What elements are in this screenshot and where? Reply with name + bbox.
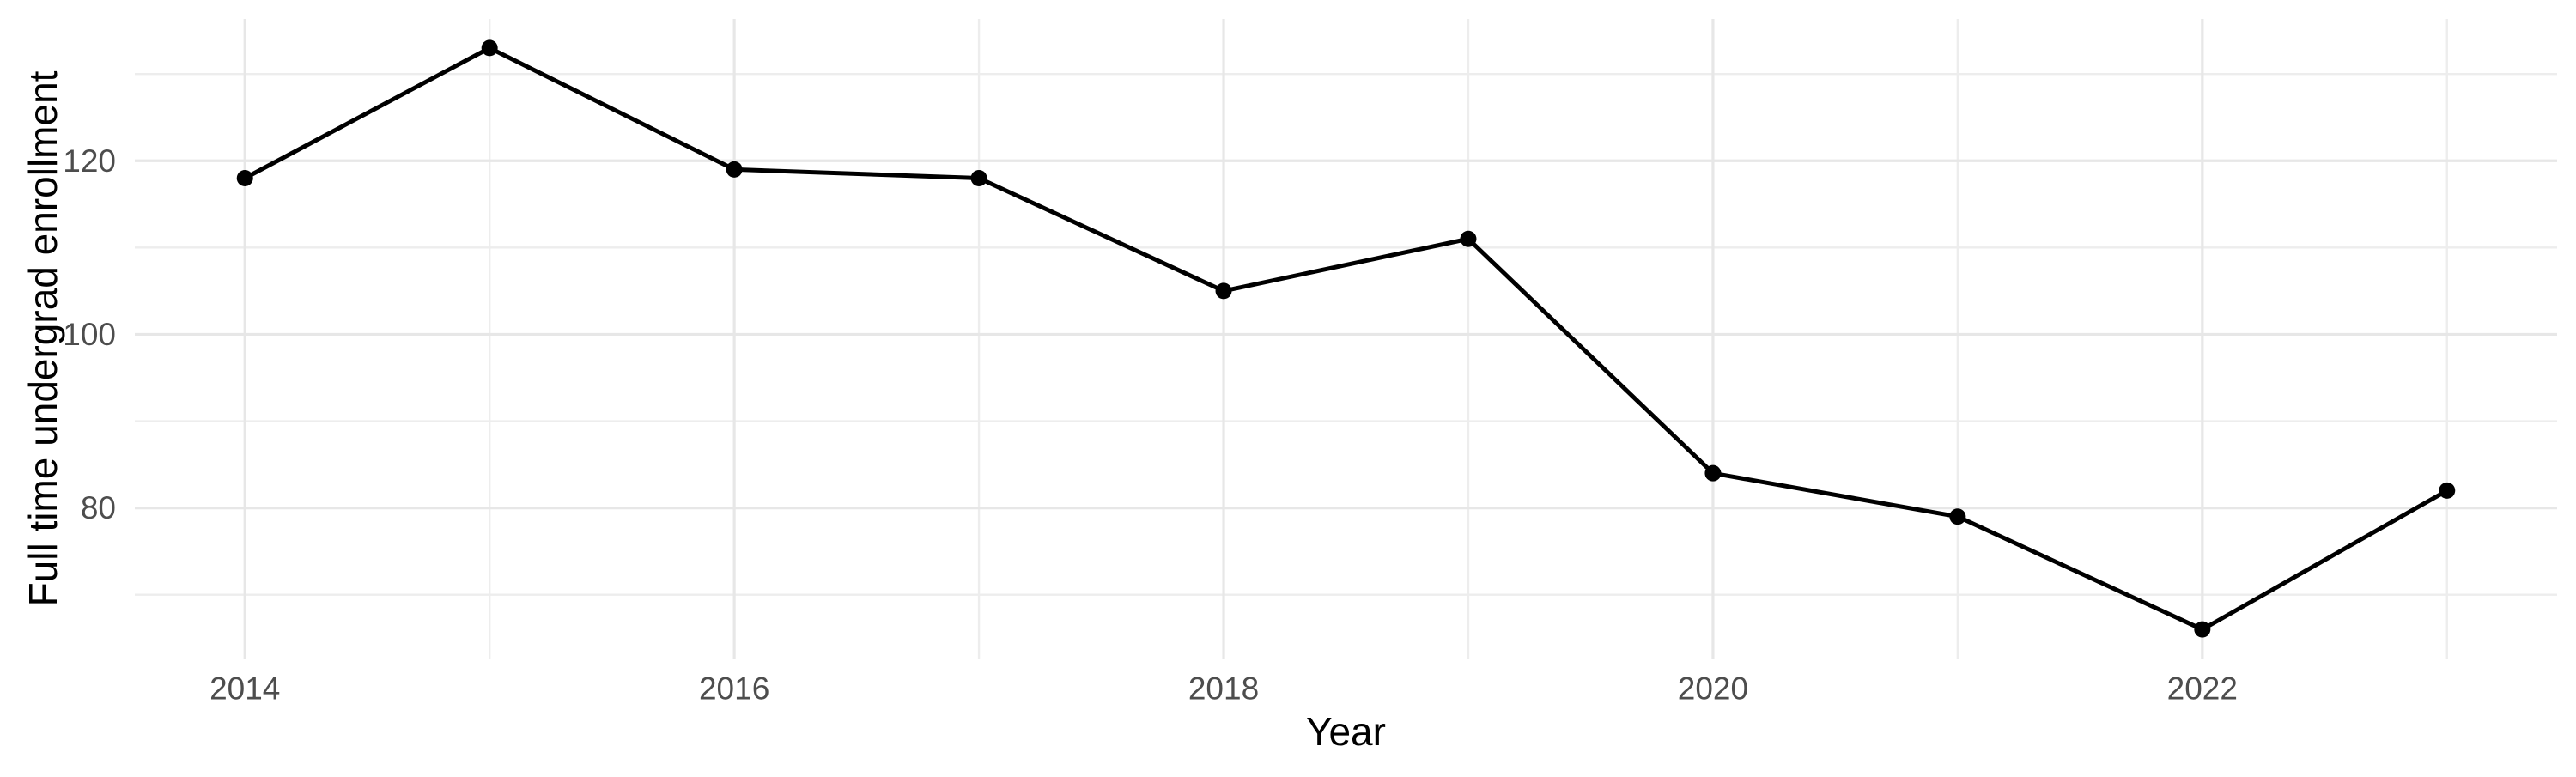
data-point [726,161,743,178]
y-axis-tick-labels: 80 100 120 [63,143,116,525]
data-point [1215,282,1232,300]
x-tick-label: 2022 [2167,671,2238,707]
x-tick-label: 2018 [1188,671,1259,707]
data-point [481,39,498,57]
series-line-group [236,39,2456,638]
data-point [970,169,987,186]
data-point [1949,508,1966,525]
y-tick-label: 100 [63,317,116,352]
x-tick-label: 2020 [1678,671,1748,707]
data-point [236,169,253,186]
x-axis-tick-labels: 2014 2016 2018 2020 2022 [210,671,2238,707]
major-gridlines [135,19,2557,659]
y-tick-label: 120 [63,143,116,179]
y-tick-label: 80 [81,490,116,525]
data-point [1704,464,1722,482]
data-point [2194,621,2211,638]
data-point [2439,482,2456,499]
x-tick-label: 2016 [699,671,769,707]
x-tick-label: 2014 [210,671,280,707]
x-axis-title: Year [1306,709,1386,754]
data-point [1460,230,1477,247]
y-axis-title: Full time undergrad enrollment [21,70,65,606]
series-line [244,46,2449,632]
minor-gridlines [135,19,2557,659]
